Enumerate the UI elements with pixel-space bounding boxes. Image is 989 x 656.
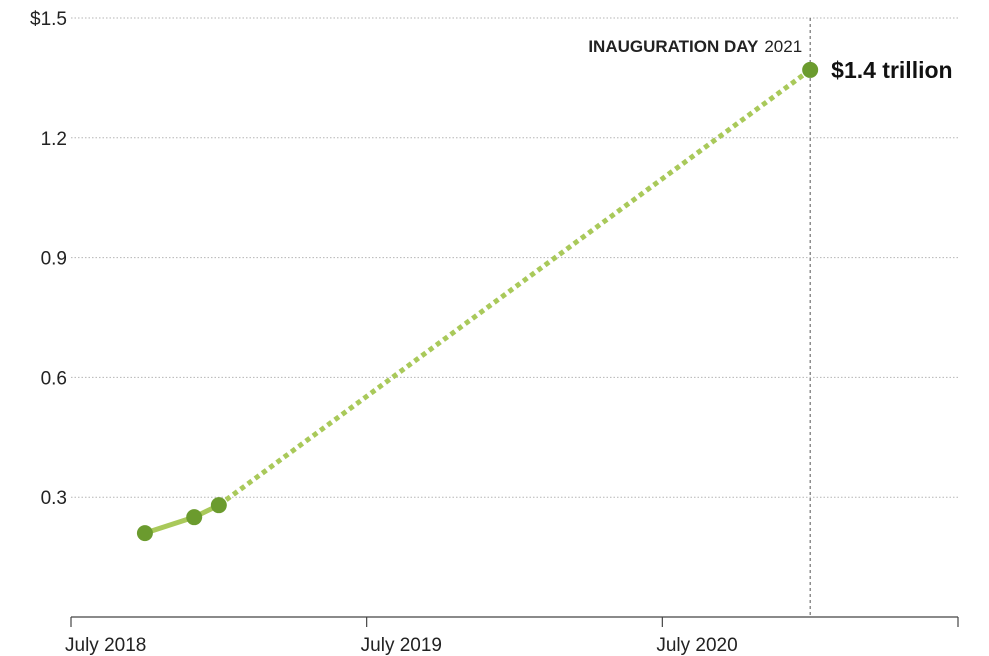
data-point: [802, 61, 819, 78]
data-point: [210, 497, 227, 514]
x-tick-label: July 2019: [361, 635, 442, 656]
inauguration-label-year: 2021: [764, 37, 802, 56]
inauguration-label-text: INAUGURATION DAY: [588, 37, 759, 56]
y-tick-label: $1.5: [30, 9, 67, 30]
y-tick-label: 1.2: [41, 129, 67, 150]
x-axis-ticks: July 2018 July 2019 July 2020: [65, 617, 959, 656]
debt-series: [136, 61, 819, 542]
series-segment: [144, 514, 195, 536]
y-tick-label: 0.6: [41, 368, 67, 389]
x-tick-label: July 2018: [65, 635, 146, 656]
data-point: [136, 525, 153, 542]
data-point: [186, 509, 203, 526]
y-axis-ticks: $1.5 1.2 0.9 0.6 0.3: [30, 9, 67, 509]
y-tick-label: 0.9: [41, 249, 67, 270]
inauguration-label: INAUGURATION DAY 2021: [588, 37, 802, 56]
series-projection-segment: [217, 67, 812, 508]
gridlines: [71, 17, 958, 498]
x-tick-label: July 2020: [656, 635, 737, 656]
end-value-label: $1.4 trillion: [831, 57, 952, 83]
y-tick-label: 0.3: [41, 488, 67, 509]
